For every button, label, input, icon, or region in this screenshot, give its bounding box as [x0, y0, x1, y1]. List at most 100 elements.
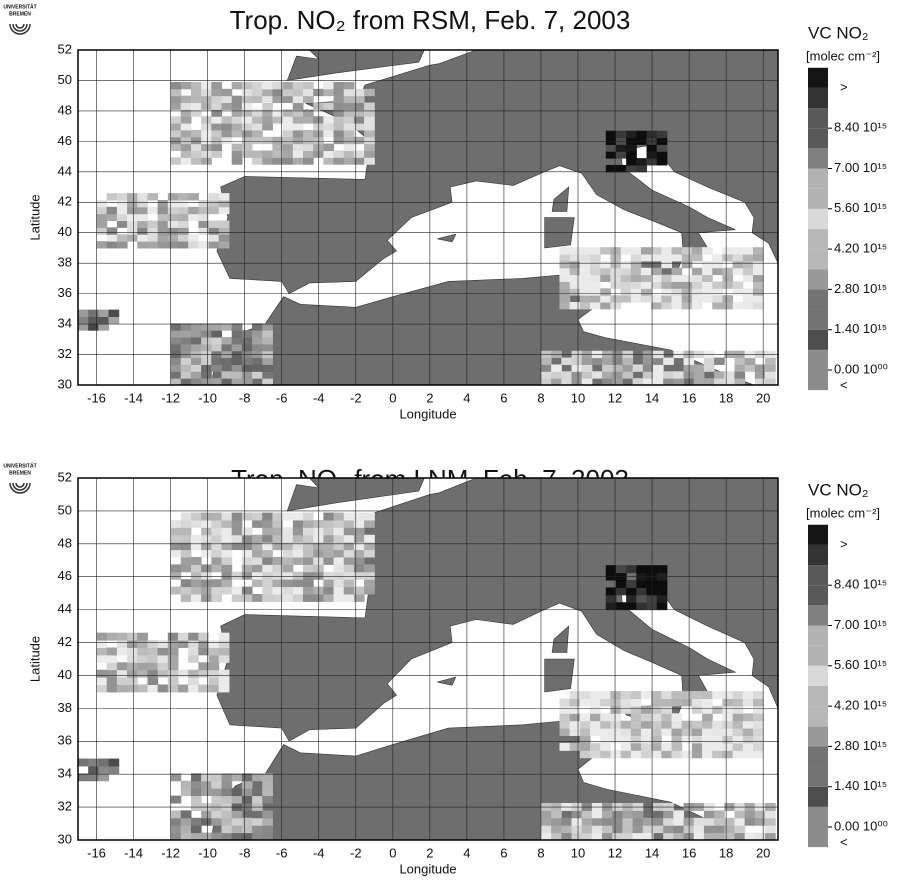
no2-pixel: [661, 691, 673, 699]
no2-pixel: [252, 579, 263, 588]
no2-pixel: [610, 728, 622, 737]
no2-pixel: [559, 720, 571, 729]
colorbar-band: [808, 67, 828, 88]
no2-pixel: [96, 654, 108, 663]
no2-pixel: [211, 519, 223, 528]
no2-pixel: [180, 788, 192, 797]
no2-pixel: [605, 594, 617, 603]
no2-pixel: [231, 116, 243, 124]
no2-pixel: [201, 330, 212, 338]
no2-pixel: [540, 810, 552, 819]
no2-pixel: [703, 825, 715, 834]
x-tick-label: 8: [537, 845, 544, 860]
no2-pixel: [157, 654, 169, 663]
no2-pixel: [323, 519, 335, 528]
x-tick-label: -6: [276, 845, 288, 860]
no2-pixel: [231, 129, 243, 138]
no2-pixel: [252, 95, 263, 104]
no2-pixel: [201, 527, 212, 536]
no2-pixel: [201, 549, 212, 558]
no2-pixel: [681, 720, 693, 729]
no2-pixel: [636, 594, 648, 603]
no2-pixel: [190, 323, 202, 331]
no2-pixel: [116, 234, 128, 242]
no2-pixel: [653, 817, 664, 826]
no2-pixel: [714, 825, 725, 834]
no2-pixel: [96, 677, 108, 686]
y-tick-label: 36: [58, 733, 72, 748]
land: [551, 186, 570, 212]
no2-pixel: [640, 247, 652, 255]
no2-pixel: [732, 735, 744, 744]
no2-pixel: [671, 691, 683, 699]
no2-pixel: [98, 765, 110, 774]
no2-pixel: [262, 512, 273, 521]
no2-pixel: [272, 136, 284, 145]
no2-pixel: [190, 534, 202, 543]
no2-pixel: [170, 143, 182, 151]
no2-pixel: [656, 580, 668, 588]
no2-pixel: [671, 267, 683, 276]
no2-pixel: [691, 698, 703, 707]
no2-pixel: [147, 684, 159, 693]
no2-pixel: [703, 832, 715, 841]
colorbar-tick-label: 5.60 10¹⁵: [834, 657, 887, 672]
no2-pixel: [615, 130, 627, 139]
no2-pixel: [615, 151, 627, 159]
no2-pixel: [190, 780, 202, 789]
no2-pixel: [742, 720, 754, 729]
no2-pixel: [178, 213, 189, 222]
no2-pixel: [262, 527, 273, 536]
no2-pixel: [353, 123, 365, 131]
no2-pixel: [703, 810, 715, 819]
no2-pixel: [180, 150, 192, 158]
no2-pixel: [691, 720, 703, 729]
no2-pixel: [612, 378, 623, 386]
no2-pixel: [180, 542, 192, 551]
no2-pixel: [208, 684, 220, 693]
no2-pixel: [262, 371, 273, 379]
no2-pixel: [292, 109, 304, 117]
no2-pixel: [241, 123, 253, 131]
no2-pixel: [333, 527, 345, 536]
no2-pixel: [540, 357, 552, 365]
no2-pixel: [170, 157, 182, 165]
no2-pixel: [671, 720, 683, 729]
no2-pixel: [303, 157, 314, 165]
x-tick-label: 18: [719, 390, 733, 405]
no2-pixel: [671, 728, 683, 737]
no2-pixel: [663, 357, 674, 365]
y-axis-label: Latitude: [27, 194, 42, 240]
no2-pixel: [581, 378, 593, 386]
no2-pixel: [640, 295, 652, 303]
no2-pixel: [188, 213, 199, 222]
no2-pixel: [262, 542, 273, 551]
no2-pixel: [211, 143, 223, 151]
colorbar-under-label: <: [840, 377, 848, 392]
no2-pixel: [231, 102, 243, 110]
y-tick-label: 50: [58, 72, 72, 87]
y-tick-label: 42: [58, 634, 72, 649]
no2-pixel: [201, 123, 212, 131]
no2-pixel: [765, 371, 776, 379]
no2-pixel: [722, 735, 734, 744]
no2-pixel: [127, 677, 138, 686]
no2-pixel: [353, 542, 365, 551]
no2-pixel: [231, 810, 243, 819]
no2-pixel: [157, 234, 169, 242]
no2-pixel: [353, 512, 365, 521]
no2-pixel: [221, 795, 233, 804]
no2-pixel: [732, 254, 744, 262]
x-tick-label: -4: [313, 845, 325, 860]
no2-pixel: [106, 206, 118, 215]
no2-pixel: [651, 247, 662, 255]
no2-pixel: [632, 832, 644, 841]
y-tick-label: 40: [58, 667, 72, 682]
no2-pixel: [571, 371, 583, 379]
no2-pixel: [610, 281, 622, 289]
no2-pixel: [231, 519, 243, 528]
no2-pixel: [754, 832, 766, 841]
no2-pixel: [137, 632, 148, 641]
no2-pixel: [180, 136, 192, 145]
